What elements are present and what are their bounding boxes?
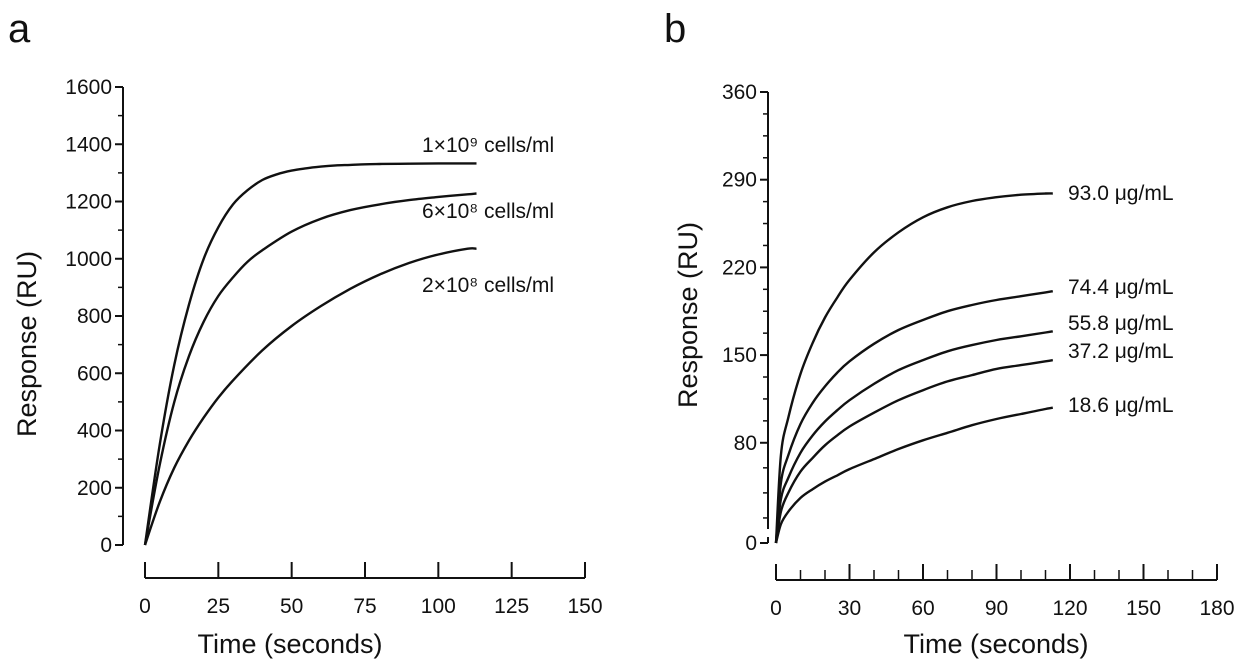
series-labels-a: 1×10⁹ cells/ml 6×10⁸ cells/ml 2×10⁸ cells/… <box>422 134 554 297</box>
x-tick-label-a: 75 <box>353 595 376 618</box>
x-tick-label-a: 150 <box>567 595 602 618</box>
y-tick-label-a: 0 <box>100 534 112 557</box>
series-label-b-3: 37.2 μg/mL <box>1068 340 1174 363</box>
series-line-b-1 <box>774 290 1054 544</box>
series-lines-a <box>143 162 477 546</box>
y-tick-label-b: 360 <box>722 81 757 104</box>
ticks-a: 0 200 400 600 800 1000 1200 1400 1600 0 25 50 75 100 1… <box>65 76 602 618</box>
y-axis-title-b: Response (RU) <box>673 222 703 408</box>
y-tick-label-a: 200 <box>77 477 112 500</box>
x-tick-label-b: 150 <box>1126 597 1161 620</box>
x-tick-label-a: 0 <box>139 595 151 618</box>
y-tick-label-b: 150 <box>722 344 757 367</box>
series-line-a-2 <box>143 247 477 546</box>
series-line-a-0 <box>143 162 477 546</box>
y-axis-title-a: Response (RU) <box>12 251 42 437</box>
series-line-b-3 <box>774 358 1054 544</box>
series-labels-b: 93.0 μg/mL 74.4 μg/mL 55.8 μg/mL 37.2 μg/mL… <box>1068 182 1174 417</box>
x-tick-label-b: 180 <box>1199 597 1234 620</box>
series-label-a-0: 1×10⁹ cells/ml <box>422 134 554 157</box>
series-label-a-2: 2×10⁸ cells/ml <box>422 274 554 297</box>
x-tick-label-a: 100 <box>421 595 456 618</box>
y-tick-label-b: 80 <box>734 432 757 455</box>
x-tick-label-a: 125 <box>494 595 529 618</box>
series-label-b-0: 93.0 μg/mL <box>1068 182 1174 205</box>
y-tick-label-a: 1600 <box>65 76 112 99</box>
y-tick-label-a: 600 <box>77 362 112 385</box>
series-label-b-1: 74.4 μg/mL <box>1068 276 1174 299</box>
series-line-a-1 <box>143 192 477 546</box>
series-line-b-2 <box>774 330 1054 544</box>
panel-letter-a: a <box>8 7 31 51</box>
x-tick-label-b: 120 <box>1052 597 1087 620</box>
x-tick-label-b: 60 <box>911 597 934 620</box>
y-tick-label-b: 220 <box>722 256 757 279</box>
chart-panel-a: 0 200 400 600 800 1000 1200 1400 1600 0 25 50 75 100 1… <box>12 76 603 659</box>
series-label-b-4: 18.6 μg/mL <box>1068 394 1174 417</box>
y-tick-label-a: 1000 <box>65 248 112 271</box>
chart-panel-b: 0 80 150 220 290 360 0 30 60 90 120 150 180 93.0 μg/… <box>673 81 1235 659</box>
x-axis-title-a: Time (seconds) <box>197 629 382 659</box>
series-line-b-4 <box>774 406 1053 544</box>
x-tick-label-b: 0 <box>770 597 782 620</box>
series-lines-b <box>774 192 1054 544</box>
x-tick-label-a: 25 <box>207 595 230 618</box>
x-tick-label-b: 30 <box>838 597 861 620</box>
series-label-a-1: 6×10⁸ cells/ml <box>422 200 554 223</box>
y-tick-label-a: 400 <box>77 420 112 443</box>
y-tick-label-b: 0 <box>745 532 757 555</box>
y-tick-label-b: 290 <box>722 169 757 192</box>
axes-b <box>767 92 1217 581</box>
y-tick-label-a: 1200 <box>65 191 112 214</box>
series-line-b-0 <box>774 192 1053 544</box>
ticks-b: 0 80 150 220 290 360 0 30 60 90 120 150 180 <box>722 81 1235 620</box>
axes-a <box>122 87 585 579</box>
y-tick-label-a: 1400 <box>65 133 112 156</box>
series-label-b-2: 55.8 μg/mL <box>1068 312 1174 335</box>
x-tick-label-a: 50 <box>280 595 303 618</box>
panel-letter-b: b <box>664 7 686 51</box>
x-axis-title-b: Time (seconds) <box>903 629 1088 659</box>
y-tick-label-a: 800 <box>77 305 112 328</box>
x-tick-label-b: 90 <box>985 597 1008 620</box>
